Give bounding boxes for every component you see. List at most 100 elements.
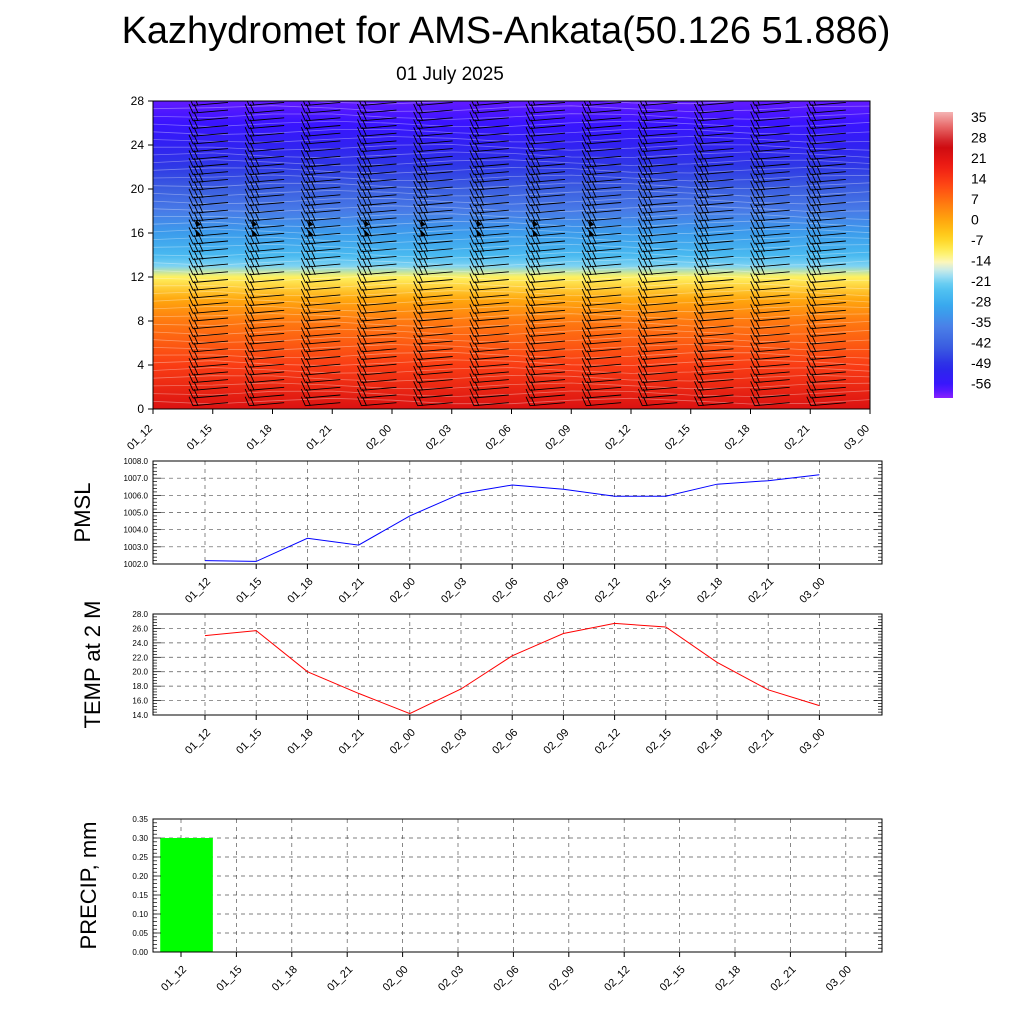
y-tick-label: 22.0 [132,653,148,662]
colorbar-bar [934,112,953,398]
wind-pennant [533,219,538,227]
temp-panel: 14.0 16.0 18.0 20.0 22.0 24.0 26.0 28.0 01_12 01_… [80,601,883,757]
wind-barb [694,265,734,276]
wind-barb [637,204,678,214]
x-tick-label: 01_21 [337,727,367,757]
x-tick-label: 02_00 [388,727,418,757]
x-tick-label: 03_00 [842,423,872,453]
x-tick-label: 02_12 [603,423,633,453]
y-tick-label: 16.0 [132,697,148,706]
x-tick-label: 01_21 [304,423,334,453]
x-tick-label: 01_12 [183,576,213,606]
wind-barb [694,157,734,168]
x-tick-label: 03_00 [797,727,827,757]
x-tick-label: 02_03 [436,964,466,994]
x-tick-label: 02_06 [490,727,520,757]
wind-barb [525,180,566,191]
wind-barb [469,173,509,183]
x-tick-label: 01_15 [214,964,244,994]
colorbar-label: -28 [971,294,991,310]
wind-barb [806,180,846,191]
wind-pennant [420,219,426,227]
y-tick-label: 0.25 [132,853,148,862]
x-tick-label: 02_18 [723,423,753,453]
colorbar-label: -56 [971,376,991,392]
wind-pennant [476,219,482,227]
x-tick-label: 02_06 [490,576,520,606]
x-tick-label: 02_09 [543,423,573,453]
wind-barb [527,101,566,106]
x-tick-label: 01_21 [325,964,355,994]
y-tick-label: 0.20 [132,872,148,881]
y-tick-label: 28 [131,94,145,108]
wind-barb [357,180,397,191]
x-tick-label: 02_21 [782,423,812,453]
wind-pennant [196,219,201,227]
y-tick-label: 1004.0 [124,526,149,535]
wind-barb [188,180,229,191]
wind-barb [300,188,341,199]
wind-barb [525,211,566,222]
wind-barb [302,101,341,106]
wind-barb [190,101,229,106]
y-tick-label: 0 [137,402,144,416]
wind-barb [357,265,397,276]
x-tick-label: 02_00 [388,576,418,606]
wind-barb [525,242,566,253]
plot-frame [152,818,883,953]
y-tick-label: 1002.0 [124,560,149,569]
colorbar-label: 14 [971,171,987,187]
plot-area [153,614,882,715]
wind-pennant [533,229,538,237]
wind-barb [244,204,285,214]
wind-barb [469,204,509,214]
plot-area [153,819,882,952]
x-tick-label: 01_18 [245,423,275,453]
x-tick-label: 02_21 [768,964,798,994]
wind-pennant [420,229,426,237]
wind-pennant [252,219,258,227]
wind-pennant [196,229,201,237]
y-tick-label: 1008.0 [124,457,149,466]
wind-barb [581,188,622,199]
colorbar-label: -7 [971,232,984,248]
x-tick-label: 01_12 [125,423,155,453]
wind-barb [188,234,229,245]
y-tick-label: 18.0 [132,682,148,691]
wind-barbs [188,101,846,407]
wind-barb [696,101,734,106]
y-tick-label: 1006.0 [124,491,149,500]
x-tick-label: 02_15 [658,964,688,994]
x-tick-label: 02_00 [381,964,411,994]
x-tick-label: 01_18 [285,576,315,606]
colorbar-label: 35 [971,109,987,125]
wind-barb [694,227,734,237]
wind-barb [581,180,622,191]
x-tick-label: 01_12 [159,964,189,994]
colorbar-label: -49 [971,355,991,371]
x-tick-label: 03_00 [824,964,854,994]
y-tick-label: 0.10 [132,910,148,919]
colorbar-label: 28 [971,130,987,146]
x-tick-label: 02_15 [663,423,693,453]
wind-barb [413,180,453,191]
precip-panel: 0.00 0.05 0.10 0.15 0.20 0.25 0.30 0.35 01_12 01_… [76,815,883,994]
wind-barb [639,101,678,106]
y-tick-label: 0.15 [132,891,148,900]
wind-barb [357,211,397,222]
wind-barb [244,234,285,245]
wind-barb [581,204,622,214]
wind-pennant [308,219,314,227]
wind-barb [357,165,397,176]
wind-barb [469,211,509,222]
y-tick-label: 1007.0 [124,474,149,483]
wind-barb [637,265,678,276]
wind-barb [300,204,341,214]
y-tick-label: 0.35 [132,815,148,824]
colorbar-label: 21 [971,150,987,166]
x-tick-label: 02_09 [547,964,577,994]
x-tick-label: 02_12 [602,964,632,994]
wind-barb [583,101,622,106]
y-tick-label: 24.0 [132,639,148,648]
